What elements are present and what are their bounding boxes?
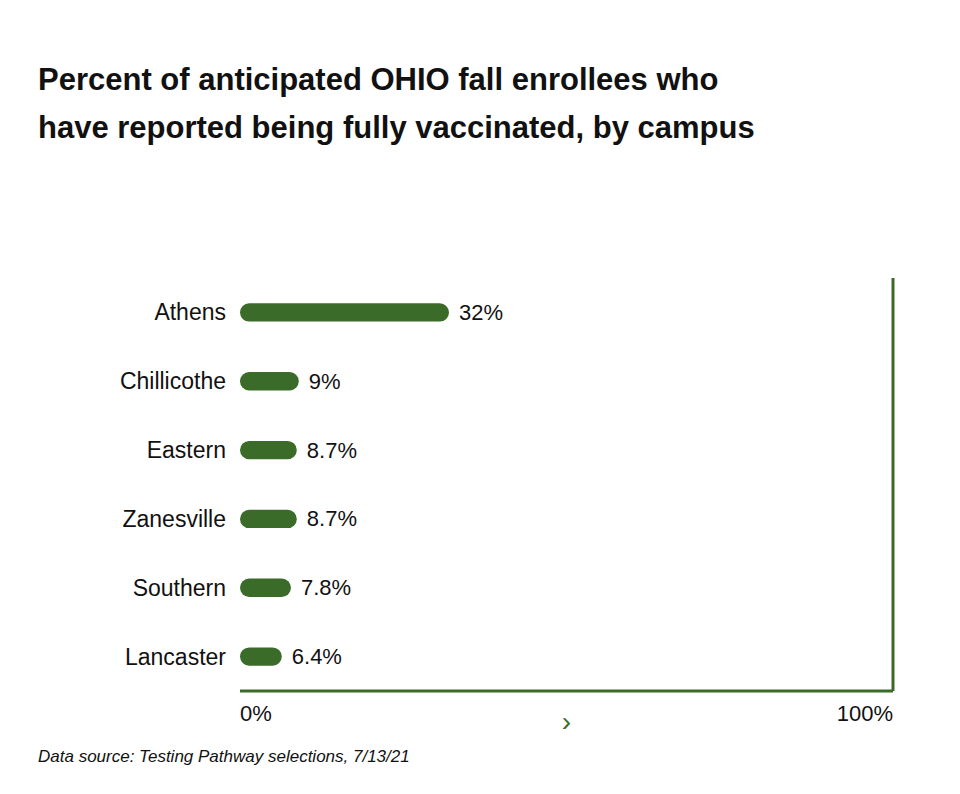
category-label: Southern — [133, 575, 226, 601]
category-label: Chillicothe — [120, 368, 226, 394]
x-axis-line — [240, 690, 893, 693]
category-label: Zanesville — [122, 506, 226, 532]
chart: Percent of anticipated OHIO fall enrolle… — [0, 0, 960, 794]
bar — [240, 372, 299, 390]
category-label: Lancaster — [125, 644, 226, 670]
x-tick-label: 100% — [837, 701, 893, 726]
category-label: Athens — [154, 299, 226, 325]
x-tick-label: 0% — [240, 701, 272, 726]
bar — [240, 647, 282, 665]
bars — [240, 303, 449, 666]
category-label: Eastern — [147, 437, 226, 463]
bar — [240, 579, 291, 597]
data-label: 7.8% — [301, 575, 351, 600]
right-axis-line — [892, 278, 895, 691]
bar — [240, 510, 297, 528]
bar — [240, 303, 449, 321]
data-label: 6.4% — [292, 644, 342, 669]
background — [0, 0, 960, 794]
subtitle: have reported being fully vaccinated, by… — [38, 110, 755, 145]
data-label: 32% — [459, 300, 503, 325]
bar — [240, 441, 297, 459]
data-label: 8.7% — [307, 506, 357, 531]
labels: Athens 32% Chillicothe 9% Eastern 8.7% Zanesvi… — [120, 299, 503, 669]
title: Percent of anticipated OHIO fall enrolle… — [38, 62, 718, 97]
data-label: 9% — [309, 369, 341, 394]
annotation: › — [562, 706, 571, 737]
data-label: 8.7% — [307, 438, 357, 463]
source: Data source: Testing Pathway selections,… — [38, 747, 410, 766]
